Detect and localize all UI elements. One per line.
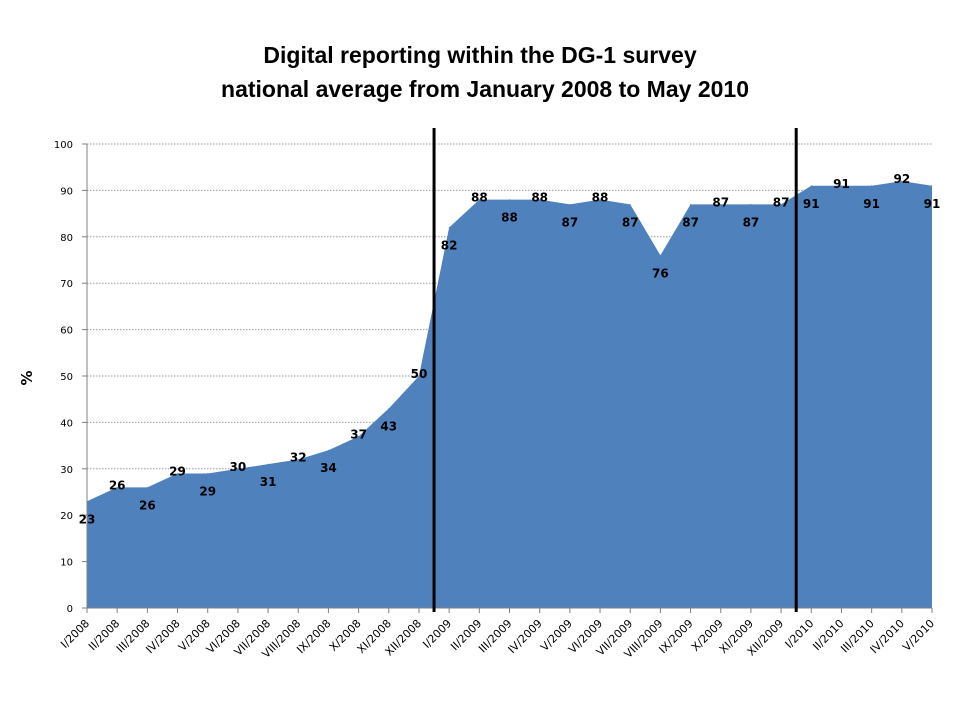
data-label: 87 xyxy=(743,215,760,229)
data-label: 34 xyxy=(320,461,337,475)
y-tick-label: 0 xyxy=(67,604,73,615)
x-tick-label: IV/2008 xyxy=(143,617,182,656)
x-tick-label: IX/2009 xyxy=(656,617,695,656)
data-label: 87 xyxy=(622,215,639,229)
data-point-XII/2008 xyxy=(418,375,420,377)
x-tick-label: IX/2008 xyxy=(294,617,333,656)
data-point-VII/2009 xyxy=(629,203,631,205)
y-tick-label: 40 xyxy=(60,418,73,429)
y-tick-label: 70 xyxy=(60,279,73,290)
data-labels: 23 26 26 29 29 30 31 32 34 37 43 50 82 88 88 88 87 88 87 76… xyxy=(79,172,941,526)
data-label: 29 xyxy=(169,464,186,478)
data-label: 91 xyxy=(863,197,880,211)
y-tick-label: 100 xyxy=(54,140,73,151)
data-point-III/2009 xyxy=(509,199,510,201)
chart-title-line1: Digital reporting within the DG-1 survey xyxy=(263,42,697,68)
data-label: 43 xyxy=(380,419,397,433)
data-point-III/2010 xyxy=(871,185,873,187)
data-label: 88 xyxy=(471,191,488,205)
x-tick-label: IV/2010 xyxy=(868,617,907,656)
data-label: 32 xyxy=(290,451,307,465)
data-point-IV/2009 xyxy=(539,199,541,201)
data-point-X/2009 xyxy=(720,203,722,205)
data-label: 88 xyxy=(501,211,518,225)
data-label: 26 xyxy=(109,478,126,492)
data-label: 76 xyxy=(652,266,669,280)
data-point-II/2008 xyxy=(116,486,118,488)
y-tick-label: 20 xyxy=(60,511,73,522)
data-label: 87 xyxy=(773,195,790,209)
data-label: 92 xyxy=(893,172,910,186)
y-tick-label: 10 xyxy=(60,558,73,569)
data-point-VI/2008 xyxy=(237,468,239,470)
data-label: 50 xyxy=(411,367,428,381)
data-label: 82 xyxy=(441,239,458,253)
data-point-IX/2008 xyxy=(327,449,329,451)
x-tick-label: IV/2009 xyxy=(506,617,545,656)
y-tick-label: 80 xyxy=(60,233,73,244)
data-label: 23 xyxy=(79,512,96,526)
data-label: 91 xyxy=(924,197,941,211)
data-label: 91 xyxy=(833,177,850,191)
data-point-IV/2008 xyxy=(177,472,179,474)
data-point-X/2008 xyxy=(358,435,360,437)
data-point-XII/2009 xyxy=(780,203,782,205)
data-point-III/2008 xyxy=(146,486,148,488)
y-tick-label: 60 xyxy=(60,326,73,337)
data-label: 87 xyxy=(712,195,729,209)
chart-title: Digital reporting within the DG-1 survey… xyxy=(0,38,960,106)
data-label: 30 xyxy=(230,460,247,474)
data-label: 87 xyxy=(682,215,699,229)
area-series xyxy=(86,180,933,608)
period-markers xyxy=(432,128,798,612)
data-point-VII/2008 xyxy=(267,463,269,465)
chart-title-line2: national average from January 2008 to Ma… xyxy=(221,76,749,102)
data-point-VIII/2008 xyxy=(297,459,299,461)
data-point-IX/2009 xyxy=(690,203,692,205)
data-label: 91 xyxy=(803,197,820,211)
data-point-V/2008 xyxy=(207,472,209,474)
data-point-XI/2008 xyxy=(388,407,390,409)
data-label: 37 xyxy=(350,427,367,441)
area-fill xyxy=(87,181,932,608)
data-label: 87 xyxy=(562,215,579,229)
y-tick-label: 50 xyxy=(60,372,73,383)
data-label: 88 xyxy=(531,191,548,205)
data-point-I/2009 xyxy=(448,227,450,229)
data-point-II/2010 xyxy=(840,185,842,187)
data-label: 88 xyxy=(592,191,609,205)
data-point-VI/2009 xyxy=(599,199,601,201)
y-tick-label: 30 xyxy=(60,465,73,476)
data-point-XI/2009 xyxy=(750,203,752,205)
x-tick-label: V/2010 xyxy=(900,617,937,654)
data-label: 29 xyxy=(199,484,216,498)
y-axis-label: % xyxy=(18,370,36,385)
data-point-II/2009 xyxy=(478,199,480,201)
data-point-V/2009 xyxy=(569,203,571,205)
data-point-IV/2010 xyxy=(901,180,903,182)
data-point-V/2010 xyxy=(931,185,933,187)
data-label: 31 xyxy=(260,475,277,489)
data-point-VIII/2009 xyxy=(659,254,661,256)
y-tick-label: 90 xyxy=(60,186,73,197)
data-point-I/2010 xyxy=(810,185,812,187)
data-label: 26 xyxy=(139,498,156,512)
